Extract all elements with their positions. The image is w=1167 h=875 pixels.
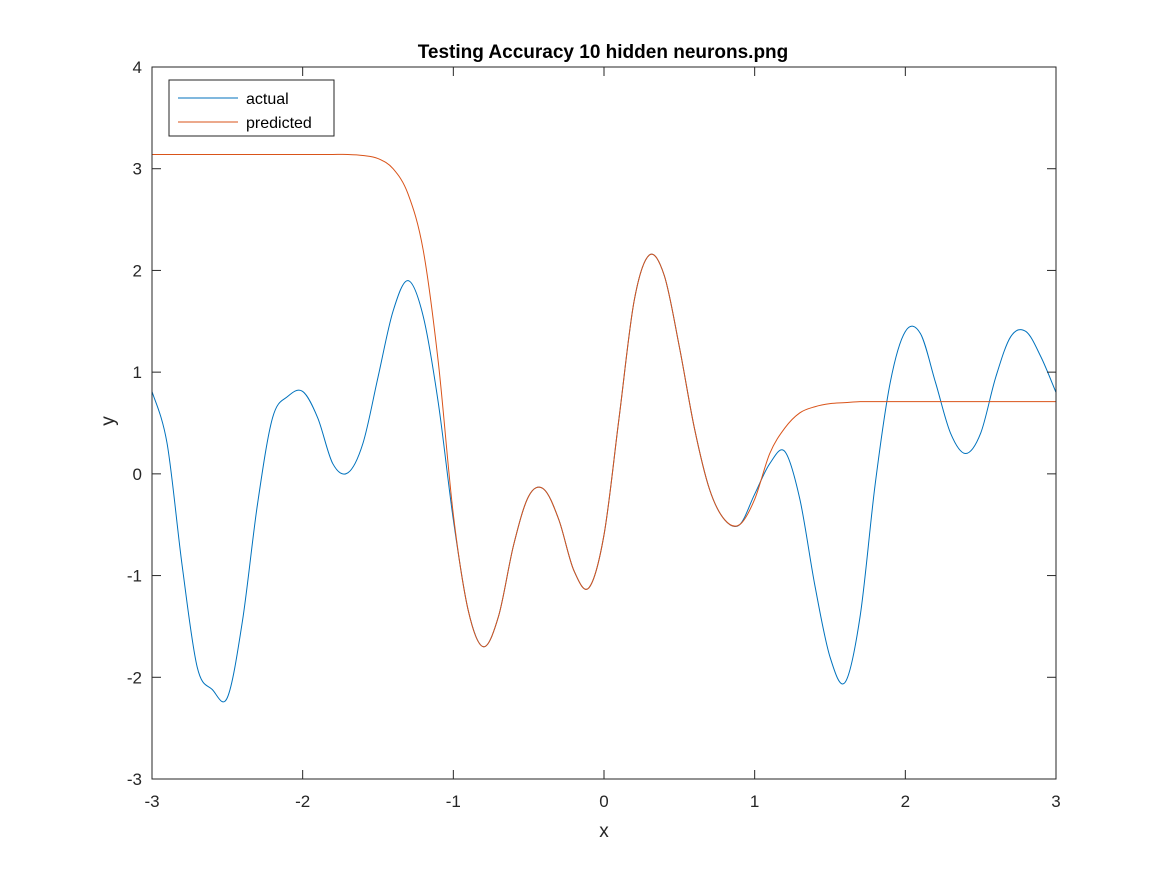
y-axis-label: y — [98, 416, 119, 426]
x-tick-label: -3 — [144, 792, 159, 811]
series-layer — [151, 153, 1057, 703]
y-tick-label: -1 — [127, 567, 142, 586]
x-tick-label: -2 — [295, 792, 310, 811]
x-tick-label: 0 — [599, 792, 608, 811]
y-tick-label: -3 — [127, 770, 142, 789]
legend-label-predicted: predicted — [246, 115, 312, 132]
legend: actual predicted — [168, 79, 335, 137]
x-tick-label: 3 — [1051, 792, 1060, 811]
y-tick-label: 3 — [133, 160, 142, 179]
x-axis-label: x — [599, 821, 609, 842]
y-tick-label: -2 — [127, 668, 142, 687]
legend-box — [168, 79, 335, 137]
y-tick-label: 4 — [133, 58, 142, 77]
y-tick-label: 2 — [133, 261, 142, 280]
y-tick-label: 1 — [133, 363, 142, 382]
x-axis-ticks: -3 -2 -1 0 1 2 3 — [144, 67, 1061, 811]
x-tick-label: 2 — [901, 792, 910, 811]
x-tick-label: -1 — [446, 792, 461, 811]
plot-area — [152, 67, 1056, 779]
y-tick-label: 0 — [133, 465, 142, 484]
series-line-predicted — [152, 153, 1056, 648]
chart-title: Testing Accuracy 10 hidden neurons.png — [418, 42, 789, 63]
legend-label-actual: actual — [246, 91, 289, 108]
x-tick-label: 1 — [750, 792, 759, 811]
y-axis-ticks: -3 -2 -1 0 1 2 3 4 — [127, 58, 1056, 789]
